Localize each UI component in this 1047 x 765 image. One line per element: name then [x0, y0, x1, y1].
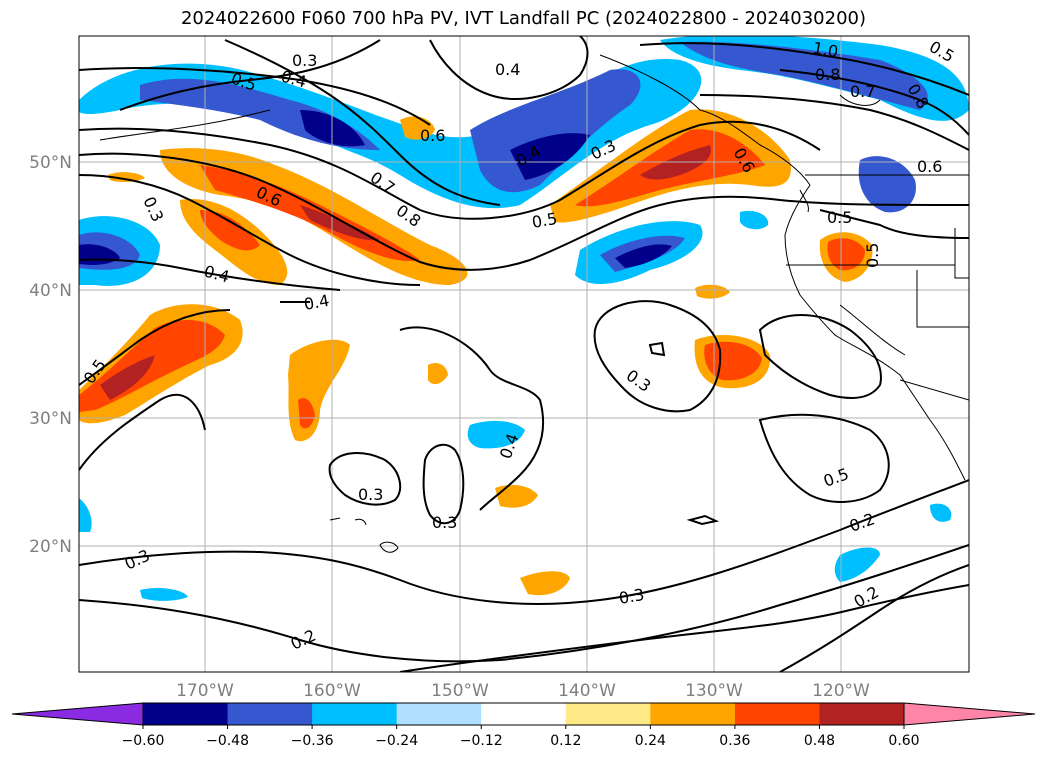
colorbar-tick-label: −0.36	[291, 733, 334, 749]
contour-label: 0.5	[827, 208, 852, 227]
lon-label: 140°W	[558, 681, 616, 701]
colorbar-segment	[227, 703, 313, 725]
map-title: 2024022600 F060 700 hPa PV, IVT Landfall…	[180, 8, 867, 29]
contour-label: 0.5	[863, 243, 882, 268]
contour-label: 0.3	[617, 585, 645, 608]
latitude-labels: 50°N 40°N 30°N 20°N	[29, 153, 72, 557]
colorbar-segment	[650, 703, 736, 725]
contour-label: 0.4	[495, 60, 520, 79]
positive-anomaly-small-4	[428, 363, 448, 385]
colorbar-ticks: −0.60 −0.48 −0.36 −0.24 −0.12 0.12 0.24 0.36 0.4…	[122, 725, 920, 749]
contour-label: 0.3	[358, 485, 383, 504]
negative-anomaly-ne-core	[680, 41, 928, 110]
colorbar-tick-label: 0.60	[888, 733, 919, 749]
colorbar-tick-label: −0.48	[206, 733, 249, 749]
lat-label: 20°N	[29, 537, 72, 557]
map-plot-area: 0.3 0.4 0.5 0.4 1.0 0.8 0.7 0.8 0.6 0.4 …	[79, 36, 969, 672]
positive-anomaly-ca-core	[827, 238, 865, 271]
negative-anomaly-subtropic	[467, 420, 525, 449]
contour-label: 0.6	[420, 126, 445, 145]
positive-anomaly-small-6	[108, 172, 145, 183]
lon-label: 130°W	[685, 681, 743, 701]
lat-label: 30°N	[29, 409, 72, 429]
positive-anomaly-central-core	[298, 398, 315, 429]
colorbar-segment	[734, 703, 820, 725]
colorbar-tick-label: 0.12	[550, 733, 581, 749]
colorbar-segment	[143, 703, 229, 725]
positive-anomaly-sw-center	[100, 355, 155, 400]
colorbar-segment	[396, 703, 482, 725]
negative-anomaly-gulf	[470, 69, 641, 193]
lat-label: 40°N	[29, 281, 72, 301]
contour-label: 0.6	[917, 157, 942, 176]
colorbar-extend-low	[11, 702, 144, 726]
positive-anomaly-small-2	[495, 484, 538, 508]
colorbar-segment	[819, 703, 905, 725]
colorbar-tick-label: −0.12	[460, 733, 503, 749]
negative-anomaly-south-east	[834, 547, 880, 582]
colorbar-segment	[312, 703, 398, 725]
contours	[79, 36, 969, 672]
negative-anomaly-mid-center	[615, 244, 672, 268]
contour-label: 0.4	[302, 291, 330, 314]
lon-label: 150°W	[431, 681, 489, 701]
negative-anomaly-small-1	[140, 587, 188, 601]
colorbar: −0.60 −0.48 −0.36 −0.24 −0.12 0.12 0.24 0.36 0.4…	[11, 702, 1036, 749]
negative-anomaly-small-3	[740, 210, 769, 230]
positive-anomaly-small-5	[695, 284, 730, 299]
positive-anomaly-small-3	[520, 571, 570, 596]
longitude-labels: 170°W 160°W 150°W 140°W 130°W 120°W	[176, 681, 870, 701]
colorbar-segments	[11, 702, 1036, 726]
colorbar-tick-label: 0.24	[635, 733, 666, 749]
contour-label: 0.3	[292, 51, 317, 70]
colorbar-segment	[481, 703, 567, 725]
gridlines	[79, 36, 969, 672]
colorbar-tick-label: 0.36	[719, 733, 750, 749]
colorbar-tick-label: 0.48	[804, 733, 835, 749]
negative-anomaly-small-2	[930, 503, 952, 522]
shaded-field	[79, 36, 969, 601]
lon-label: 170°W	[176, 681, 234, 701]
lon-label: 120°W	[812, 681, 870, 701]
negative-anomaly-small-4	[79, 498, 92, 532]
colorbar-tick-label: −0.24	[375, 733, 418, 749]
positive-anomaly-left-branch-core	[200, 210, 260, 251]
negative-anomaly-gulf-core	[510, 133, 590, 180]
contour-label: 0.8	[815, 65, 840, 84]
colorbar-segment	[565, 703, 651, 725]
lat-label: 50°N	[29, 153, 72, 173]
colorbar-extend-high	[903, 702, 1036, 726]
colorbar-tick-label: −0.60	[122, 733, 165, 749]
contour-label: 0.7	[850, 82, 875, 101]
colorbar-frame	[142, 702, 905, 726]
map-frame	[78, 35, 970, 673]
lon-label: 160°W	[303, 681, 361, 701]
negative-anomaly-east	[858, 156, 916, 213]
contour-label: 0.3	[432, 513, 457, 532]
contour-label: 1.0	[811, 38, 839, 61]
contour-label: 0.5	[530, 209, 558, 232]
